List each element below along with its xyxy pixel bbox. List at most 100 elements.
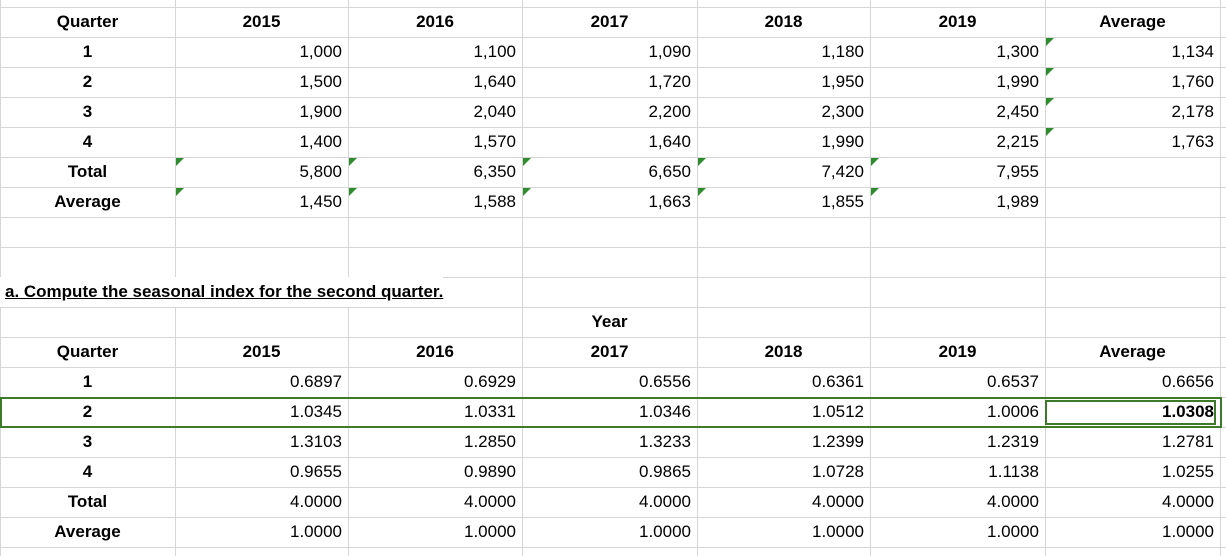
error-indicator	[176, 158, 184, 166]
cell-value: 1.0345	[290, 402, 342, 421]
cell-value: 1.0000	[812, 522, 864, 541]
cell-value: 4.0000	[987, 492, 1039, 511]
cell-value: 1,663	[648, 192, 691, 211]
cell-value: 4.0000	[812, 492, 864, 511]
row-label: 3	[82, 102, 93, 121]
cell-value: 1,990	[996, 72, 1039, 91]
error-indicator	[523, 188, 531, 196]
row-highlight	[0, 397, 1222, 428]
error-indicator	[349, 158, 357, 166]
cell-value: 0.9865	[639, 462, 691, 481]
grid-line	[0, 247, 1226, 248]
cell-value: 1,900	[299, 102, 342, 121]
cell-value: 0.6656	[1162, 372, 1214, 391]
row-label: 2	[82, 72, 93, 91]
cell-value: 1,450	[299, 192, 342, 211]
grid-line	[1220, 0, 1221, 556]
grid-line	[0, 307, 1226, 308]
cell-value: 5,800	[299, 162, 342, 181]
row-label: 1	[82, 372, 93, 391]
grid-line	[697, 0, 698, 556]
grid-line	[0, 517, 1226, 518]
cell-highlight	[1045, 400, 1216, 425]
question-text: a. Compute the seasonal index for the se…	[0, 277, 444, 307]
row-label: 2	[82, 402, 93, 421]
grid-line	[0, 127, 1226, 128]
column-header: 2016	[416, 342, 454, 361]
cell-value: 4.0000	[1162, 492, 1214, 511]
column-header: Quarter	[56, 342, 119, 361]
column-header: 2017	[590, 12, 629, 31]
error-indicator	[1046, 68, 1054, 76]
cell-value: 2,200	[648, 102, 691, 121]
error-indicator	[698, 158, 706, 166]
cell-value: 2,450	[996, 102, 1039, 121]
cell-value: 1.0000	[639, 522, 691, 541]
cell-value: 1.0000	[290, 522, 342, 541]
grid-line	[0, 367, 1226, 368]
cell-value: 1,300	[996, 42, 1039, 61]
row-label: Total	[67, 492, 108, 511]
cell-value: 1.0331	[464, 402, 516, 421]
grid-line	[0, 157, 1226, 158]
row-label: Total	[67, 162, 108, 181]
cell-value: 1.2399	[812, 432, 864, 451]
cell-value: 1,000	[299, 42, 342, 61]
error-indicator	[698, 188, 706, 196]
cell-value: 1,989	[996, 192, 1039, 211]
cell-value: 6,650	[648, 162, 691, 181]
column-header: Average	[1099, 12, 1166, 31]
cell-value: 1,720	[648, 72, 691, 91]
error-indicator	[1046, 38, 1054, 46]
column-header: 2019	[938, 342, 977, 361]
row-label: 4	[82, 462, 93, 481]
cell-value: 1.2781	[1162, 432, 1214, 451]
cell-value: 7,955	[996, 162, 1039, 181]
error-indicator	[349, 188, 357, 196]
cell-value: 1,090	[648, 42, 691, 61]
group-header: Year	[591, 312, 628, 331]
column-header: 2015	[242, 342, 281, 361]
grid-line	[0, 457, 1226, 458]
error-indicator	[176, 188, 184, 196]
error-indicator	[1046, 98, 1054, 106]
cell-value: 2,300	[821, 102, 864, 121]
cell-value: 1.0512	[812, 402, 864, 421]
column-header: 2019	[938, 12, 977, 31]
cell-value: 1,855	[821, 192, 864, 211]
cell-value: 1.0000	[464, 522, 516, 541]
error-indicator	[871, 188, 879, 196]
grid-line	[0, 217, 1226, 218]
cell-value: 0.6537	[987, 372, 1039, 391]
cell-value: 1.1138	[988, 462, 1039, 481]
cell-value: 0.6556	[639, 372, 691, 391]
cell-value: 1,990	[821, 132, 864, 151]
cell-value: 1.3103	[290, 432, 342, 451]
cell-value: 1,134	[1171, 42, 1214, 61]
cell-value: 2,178	[1171, 102, 1214, 121]
column-header: Average	[1099, 342, 1166, 361]
cell-value: 1.0728	[812, 462, 864, 481]
cell-value: 1.0000	[987, 522, 1039, 541]
column-header: 2015	[242, 12, 281, 31]
cell-value: 1.0000	[1162, 522, 1214, 541]
cell-value: 1.0006	[987, 402, 1039, 421]
cell-value: 2,040	[473, 102, 516, 121]
grid-line	[0, 97, 1226, 98]
cell-value: 1,760	[1171, 72, 1214, 91]
grid-line	[870, 0, 871, 556]
cell-value: 1,180	[821, 42, 864, 61]
column-header: 2016	[416, 12, 454, 31]
cell-value: 1.2319	[987, 432, 1039, 451]
row-label: 1	[82, 42, 93, 61]
cell-value: 0.6361	[812, 372, 864, 391]
grid-line	[0, 487, 1226, 488]
cell-value: 1.2850	[464, 432, 516, 451]
cell-value: 4.0000	[639, 492, 691, 511]
grid-line	[0, 337, 1226, 338]
cell-value: 1,640	[473, 72, 516, 91]
column-header: Quarter	[56, 12, 119, 31]
cell-value: 6,350	[473, 162, 516, 181]
cell-value: 0.6929	[464, 372, 516, 391]
